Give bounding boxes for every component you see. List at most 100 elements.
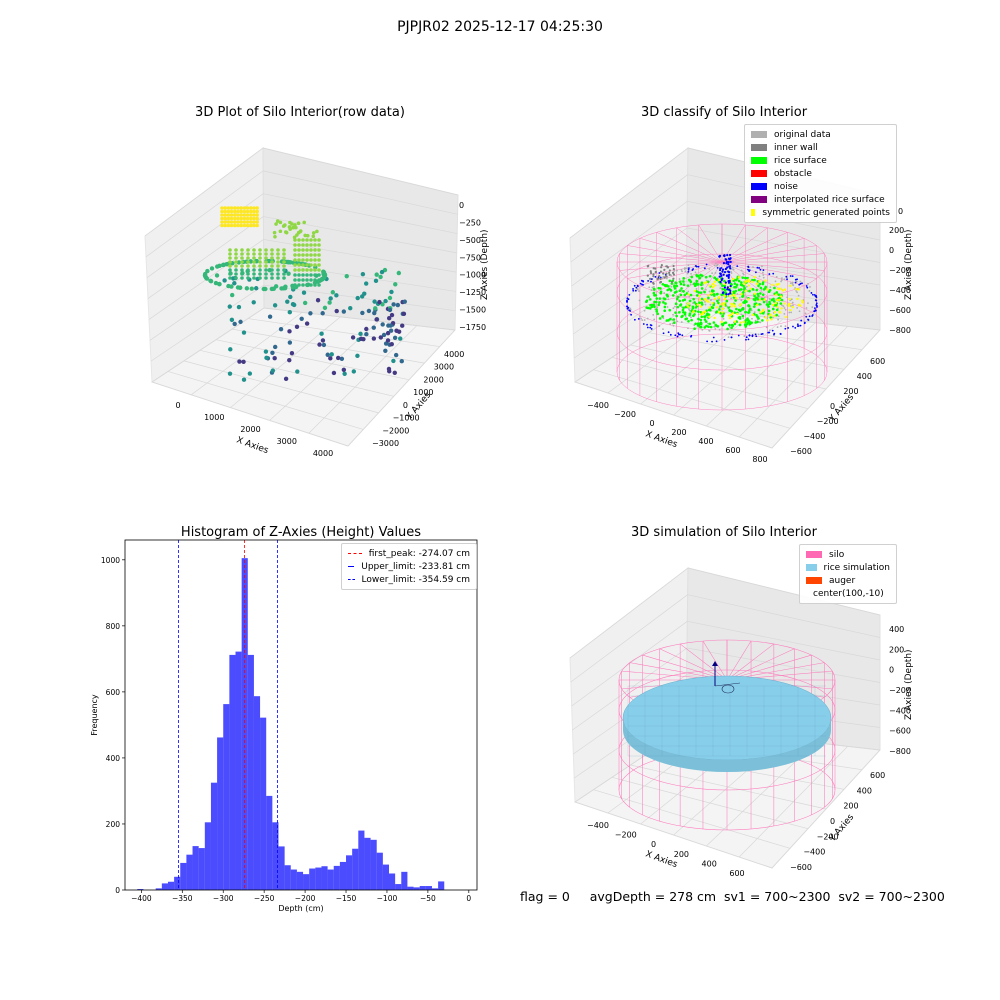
classified-point [715, 340, 718, 343]
raw-data-point [242, 206, 247, 210]
classified-point [776, 305, 779, 309]
raw-data-point [255, 206, 259, 210]
raw-data-point [386, 316, 392, 321]
raw-data-point [331, 370, 337, 376]
classified-point [791, 282, 794, 285]
histogram-bar [253, 696, 261, 890]
raw-data-point [301, 268, 305, 272]
classified-point [690, 316, 692, 319]
raw-data-point [261, 286, 266, 292]
raw-data-point [371, 325, 376, 330]
classified-point [680, 321, 683, 323]
classified-point [633, 284, 636, 287]
classify-legend-item: original data [751, 128, 890, 141]
classified-point [669, 333, 672, 336]
raw-data-point [305, 248, 309, 252]
classified-point [748, 322, 752, 326]
classified-point [653, 288, 656, 291]
raw-data-point [311, 231, 316, 235]
classified-point [799, 280, 802, 283]
raw-data-point [355, 295, 360, 301]
classified-point [748, 334, 751, 337]
classified-point [773, 314, 776, 318]
classified-point [722, 273, 725, 276]
classified-point [815, 304, 818, 307]
raw-data-point [229, 206, 234, 210]
classified-point [725, 299, 729, 303]
silo-wireframe-spoke [721, 261, 805, 286]
classified-point [646, 317, 649, 320]
raw-data-point [246, 260, 250, 264]
histogram-x-tick: 0 [466, 894, 471, 903]
raw-data-point [227, 371, 233, 376]
classified-point [649, 270, 652, 273]
histogram-bar [266, 795, 273, 890]
classified-point [708, 284, 711, 287]
classify-x-tick: 0 [649, 419, 654, 428]
raw-z-tick: −1500 [459, 306, 486, 315]
classified-point [748, 269, 751, 272]
classified-point [695, 282, 698, 285]
raw-data-point [301, 278, 305, 282]
raw-data-point [319, 331, 324, 336]
raw-data-point [252, 256, 256, 260]
classified-point [679, 303, 683, 306]
classified-point [784, 308, 787, 311]
raw-data-point [380, 302, 385, 307]
classified-point [792, 284, 795, 287]
raw-data-point [301, 253, 305, 257]
raw-data-point [242, 216, 247, 221]
classified-point [680, 289, 683, 292]
classified-point [745, 285, 748, 288]
classified-point [780, 295, 783, 298]
silo-wireframe-spoke [721, 261, 817, 279]
classified-point [732, 293, 735, 297]
classified-point [712, 321, 716, 324]
classified-point [711, 286, 715, 289]
raw-data-point [293, 268, 297, 272]
classified-point [773, 311, 777, 314]
histogram-bar [260, 717, 267, 890]
raw-data-point [396, 270, 402, 276]
histogram-bar [272, 822, 279, 890]
classified-point [726, 266, 729, 269]
classified-point [760, 288, 763, 291]
classified-point [721, 284, 724, 288]
classified-point [720, 322, 724, 326]
classified-point [693, 313, 696, 316]
classified-point [733, 322, 737, 326]
classified-point [757, 308, 761, 312]
classified-point [636, 284, 639, 287]
classified-point [697, 291, 701, 294]
classified-point [714, 323, 717, 327]
raw-data-point [389, 341, 394, 347]
classified-point [813, 310, 816, 313]
classified-point [742, 284, 746, 288]
classified-point [658, 325, 661, 327]
raw-data-point [252, 248, 256, 252]
raw-data-point [295, 369, 300, 374]
classified-point [801, 301, 804, 304]
classified-point [635, 286, 638, 289]
classified-point [751, 313, 755, 317]
raw-data-point [341, 309, 347, 314]
classified-point [730, 302, 733, 306]
raw-data-point [282, 260, 286, 264]
raw-data-point [272, 303, 278, 308]
histogram-bar [241, 558, 248, 890]
raw-data-point [234, 248, 238, 252]
classified-point [723, 254, 726, 257]
raw-data-point [293, 273, 297, 277]
histogram-bar [167, 881, 175, 890]
classified-point [724, 267, 727, 271]
classified-point [767, 309, 771, 313]
classified-point [709, 303, 712, 306]
classified-point [789, 282, 792, 285]
classify-z-tick: −400 [889, 286, 911, 295]
classified-point [654, 275, 657, 278]
classified-point [659, 277, 662, 280]
raw-data-point [366, 308, 372, 314]
silo-wireframe-spoke [726, 643, 775, 681]
classified-point [739, 283, 743, 287]
classified-point [735, 297, 738, 300]
